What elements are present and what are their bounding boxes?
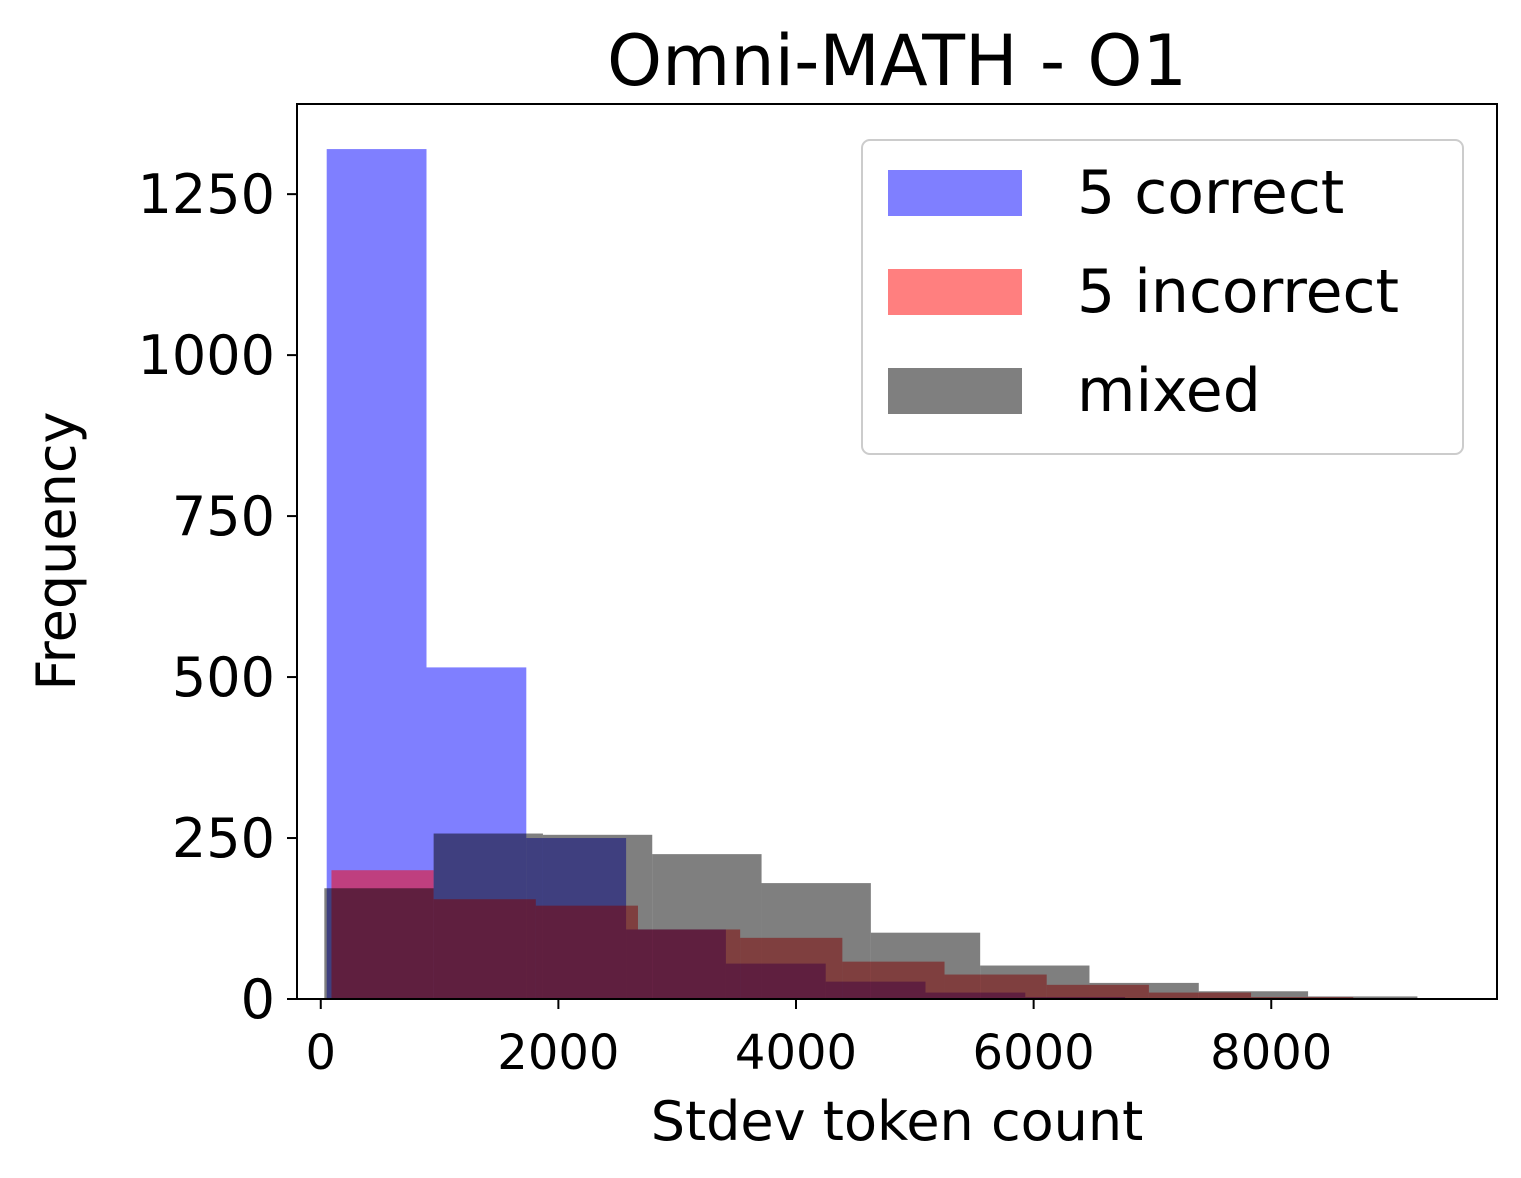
bar-mixed-9 xyxy=(1308,996,1418,999)
y-axis-ticks: 0 250 500 750 1000 1250 xyxy=(138,163,297,1031)
bar-mixed-4 xyxy=(761,883,871,999)
bar-mixed-1 xyxy=(433,833,543,999)
x-tick-label: 8000 xyxy=(1210,1025,1332,1081)
bar-mixed-8 xyxy=(1198,991,1309,999)
bar-mixed-0 xyxy=(324,888,434,999)
plot-frame xyxy=(296,103,1498,1000)
chart-title: Omni-MATH - O1 xyxy=(607,20,1187,102)
y-tick-label: 750 xyxy=(172,485,275,548)
y-tick-label: 1000 xyxy=(138,324,275,387)
plot-bars xyxy=(324,149,1418,999)
y-axis-label: Frequency xyxy=(25,412,88,691)
legend-swatch-mixed xyxy=(888,368,1022,414)
legend: 5 correct 5 incorrect mixed xyxy=(861,139,1464,455)
legend-label-5-incorrect: 5 incorrect xyxy=(1077,257,1399,327)
y-tick-label: 0 xyxy=(241,968,275,1031)
x-axis-ticks: 0 2000 4000 6000 8000 xyxy=(305,999,1332,1081)
bar-mixed-6 xyxy=(980,965,1090,999)
y-tick-label: 500 xyxy=(172,646,275,709)
legend-label-mixed: mixed xyxy=(1077,356,1261,426)
legend-label-5-correct: 5 correct xyxy=(1077,158,1344,228)
x-tick-label: 2000 xyxy=(497,1025,619,1081)
bar-mixed-7 xyxy=(1089,982,1199,999)
legend-swatch-5-correct xyxy=(888,170,1022,216)
x-tick-label: 0 xyxy=(305,1025,336,1081)
bar-mixed-3 xyxy=(652,854,762,999)
x-axis-label: Stdev token count xyxy=(651,1090,1144,1153)
bar-5-correct-0 xyxy=(326,149,427,999)
y-tick-label: 1250 xyxy=(138,163,275,226)
x-tick-label: 6000 xyxy=(973,1025,1095,1081)
y-tick-label: 250 xyxy=(172,807,275,870)
bar-mixed-2 xyxy=(542,834,653,999)
legend-swatch-5-incorrect xyxy=(888,269,1022,315)
x-tick-label: 4000 xyxy=(735,1025,857,1081)
bar-mixed-5 xyxy=(870,932,981,999)
